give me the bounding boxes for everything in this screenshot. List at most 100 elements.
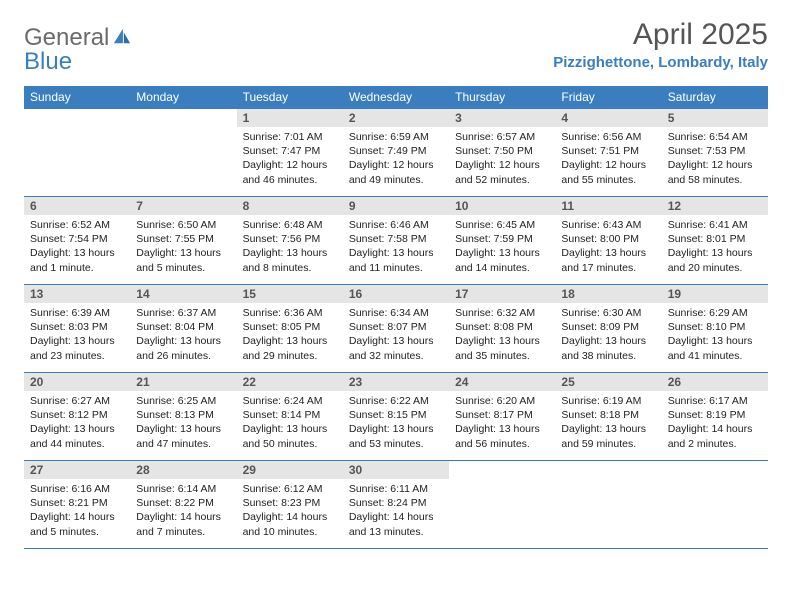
sunrise-line: Sunrise: 6:41 AM: [668, 218, 762, 232]
day-details: Sunrise: 6:41 AMSunset: 8:01 PMDaylight:…: [662, 215, 768, 279]
day-details: Sunrise: 6:50 AMSunset: 7:55 PMDaylight:…: [130, 215, 236, 279]
calendar-day-cell: 11Sunrise: 6:43 AMSunset: 8:00 PMDayligh…: [555, 197, 661, 285]
calendar-day-cell: 10Sunrise: 6:45 AMSunset: 7:59 PMDayligh…: [449, 197, 555, 285]
day-details: Sunrise: 6:39 AMSunset: 8:03 PMDaylight:…: [24, 303, 130, 367]
calendar-body: 1Sunrise: 7:01 AMSunset: 7:47 PMDaylight…: [24, 109, 768, 549]
calendar-day-cell: 23Sunrise: 6:22 AMSunset: 8:15 PMDayligh…: [343, 373, 449, 461]
calendar-day-cell: [130, 109, 236, 197]
calendar-day-cell: 12Sunrise: 6:41 AMSunset: 8:01 PMDayligh…: [662, 197, 768, 285]
sunset-line: Sunset: 8:08 PM: [455, 320, 549, 334]
weekday-header: Friday: [555, 86, 661, 109]
calendar-day-cell: [24, 109, 130, 197]
calendar-day-cell: [555, 461, 661, 549]
daylight-line: Daylight: 13 hours and 59 minutes.: [561, 422, 655, 450]
sunset-line: Sunset: 8:24 PM: [349, 496, 443, 510]
sunrise-line: Sunrise: 6:45 AM: [455, 218, 549, 232]
sunset-line: Sunset: 7:50 PM: [455, 144, 549, 158]
title-block: April 2025 Pizzighettone, Lombardy, Ital…: [553, 18, 768, 71]
daylight-line: Daylight: 13 hours and 11 minutes.: [349, 246, 443, 274]
sunrise-line: Sunrise: 6:29 AM: [668, 306, 762, 320]
weekday-header: Wednesday: [343, 86, 449, 109]
sunrise-line: Sunrise: 6:37 AM: [136, 306, 230, 320]
calendar-day-cell: 29Sunrise: 6:12 AMSunset: 8:23 PMDayligh…: [237, 461, 343, 549]
calendar-day-cell: 16Sunrise: 6:34 AMSunset: 8:07 PMDayligh…: [343, 285, 449, 373]
day-number: 10: [449, 197, 555, 215]
sunrise-line: Sunrise: 6:12 AM: [243, 482, 337, 496]
day-number: 7: [130, 197, 236, 215]
day-details: Sunrise: 6:43 AMSunset: 8:00 PMDaylight:…: [555, 215, 661, 279]
calendar-day-cell: 17Sunrise: 6:32 AMSunset: 8:08 PMDayligh…: [449, 285, 555, 373]
day-number: 6: [24, 197, 130, 215]
daylight-line: Daylight: 12 hours and 52 minutes.: [455, 158, 549, 186]
calendar-day-cell: 19Sunrise: 6:29 AMSunset: 8:10 PMDayligh…: [662, 285, 768, 373]
sunset-line: Sunset: 7:47 PM: [243, 144, 337, 158]
weekday-header: Monday: [130, 86, 236, 109]
calendar-day-cell: 8Sunrise: 6:48 AMSunset: 7:56 PMDaylight…: [237, 197, 343, 285]
daylight-line: Daylight: 13 hours and 29 minutes.: [243, 334, 337, 362]
calendar-day-cell: 2Sunrise: 6:59 AMSunset: 7:49 PMDaylight…: [343, 109, 449, 197]
day-number: 19: [662, 285, 768, 303]
sunrise-line: Sunrise: 6:17 AM: [668, 394, 762, 408]
calendar-week-row: 20Sunrise: 6:27 AMSunset: 8:12 PMDayligh…: [24, 373, 768, 461]
sunrise-line: Sunrise: 6:11 AM: [349, 482, 443, 496]
day-number: 25: [555, 373, 661, 391]
day-number: 2: [343, 109, 449, 127]
day-details: Sunrise: 6:48 AMSunset: 7:56 PMDaylight:…: [237, 215, 343, 279]
calendar-page: GeneralBlue April 2025 Pizzighettone, Lo…: [0, 0, 792, 549]
sunset-line: Sunset: 7:56 PM: [243, 232, 337, 246]
day-number: 11: [555, 197, 661, 215]
daylight-line: Daylight: 13 hours and 47 minutes.: [136, 422, 230, 450]
day-details: Sunrise: 6:29 AMSunset: 8:10 PMDaylight:…: [662, 303, 768, 367]
sunrise-line: Sunrise: 6:52 AM: [30, 218, 124, 232]
sunrise-line: Sunrise: 6:25 AM: [136, 394, 230, 408]
day-details: Sunrise: 6:32 AMSunset: 8:08 PMDaylight:…: [449, 303, 555, 367]
sunset-line: Sunset: 8:23 PM: [243, 496, 337, 510]
day-details: Sunrise: 6:30 AMSunset: 8:09 PMDaylight:…: [555, 303, 661, 367]
weekday-header: Thursday: [449, 86, 555, 109]
daylight-line: Daylight: 13 hours and 26 minutes.: [136, 334, 230, 362]
calendar-day-cell: 13Sunrise: 6:39 AMSunset: 8:03 PMDayligh…: [24, 285, 130, 373]
day-number: 20: [24, 373, 130, 391]
calendar-day-cell: 9Sunrise: 6:46 AMSunset: 7:58 PMDaylight…: [343, 197, 449, 285]
calendar-week-row: 6Sunrise: 6:52 AMSunset: 7:54 PMDaylight…: [24, 197, 768, 285]
day-number: 30: [343, 461, 449, 479]
sunrise-line: Sunrise: 6:48 AM: [243, 218, 337, 232]
day-details: Sunrise: 6:36 AMSunset: 8:05 PMDaylight:…: [237, 303, 343, 367]
calendar-day-cell: 20Sunrise: 6:27 AMSunset: 8:12 PMDayligh…: [24, 373, 130, 461]
sunset-line: Sunset: 7:51 PM: [561, 144, 655, 158]
day-number: 17: [449, 285, 555, 303]
daylight-line: Daylight: 12 hours and 46 minutes.: [243, 158, 337, 186]
day-number: 18: [555, 285, 661, 303]
sunset-line: Sunset: 8:19 PM: [668, 408, 762, 422]
day-number: 29: [237, 461, 343, 479]
calendar-week-row: 13Sunrise: 6:39 AMSunset: 8:03 PMDayligh…: [24, 285, 768, 373]
day-details: Sunrise: 6:19 AMSunset: 8:18 PMDaylight:…: [555, 391, 661, 455]
day-number: 15: [237, 285, 343, 303]
sunrise-line: Sunrise: 6:56 AM: [561, 130, 655, 144]
day-details: Sunrise: 6:17 AMSunset: 8:19 PMDaylight:…: [662, 391, 768, 455]
day-details: Sunrise: 6:22 AMSunset: 8:15 PMDaylight:…: [343, 391, 449, 455]
sunrise-line: Sunrise: 6:50 AM: [136, 218, 230, 232]
day-details: Sunrise: 6:11 AMSunset: 8:24 PMDaylight:…: [343, 479, 449, 543]
sunset-line: Sunset: 8:07 PM: [349, 320, 443, 334]
sunset-line: Sunset: 8:17 PM: [455, 408, 549, 422]
day-details: Sunrise: 6:27 AMSunset: 8:12 PMDaylight:…: [24, 391, 130, 455]
sunrise-line: Sunrise: 6:30 AM: [561, 306, 655, 320]
calendar-day-cell: 18Sunrise: 6:30 AMSunset: 8:09 PMDayligh…: [555, 285, 661, 373]
calendar-day-cell: 28Sunrise: 6:14 AMSunset: 8:22 PMDayligh…: [130, 461, 236, 549]
sunrise-line: Sunrise: 6:22 AM: [349, 394, 443, 408]
day-details: Sunrise: 6:14 AMSunset: 8:22 PMDaylight:…: [130, 479, 236, 543]
daylight-line: Daylight: 13 hours and 38 minutes.: [561, 334, 655, 362]
calendar-day-cell: 1Sunrise: 7:01 AMSunset: 7:47 PMDaylight…: [237, 109, 343, 197]
day-number: 5: [662, 109, 768, 127]
daylight-line: Daylight: 14 hours and 5 minutes.: [30, 510, 124, 538]
day-number: 22: [237, 373, 343, 391]
day-details: Sunrise: 6:34 AMSunset: 8:07 PMDaylight:…: [343, 303, 449, 367]
calendar-day-cell: 27Sunrise: 6:16 AMSunset: 8:21 PMDayligh…: [24, 461, 130, 549]
sunset-line: Sunset: 8:15 PM: [349, 408, 443, 422]
day-number: 14: [130, 285, 236, 303]
day-number: 16: [343, 285, 449, 303]
daylight-line: Daylight: 14 hours and 2 minutes.: [668, 422, 762, 450]
sunrise-line: Sunrise: 6:16 AM: [30, 482, 124, 496]
sunrise-line: Sunrise: 6:39 AM: [30, 306, 124, 320]
